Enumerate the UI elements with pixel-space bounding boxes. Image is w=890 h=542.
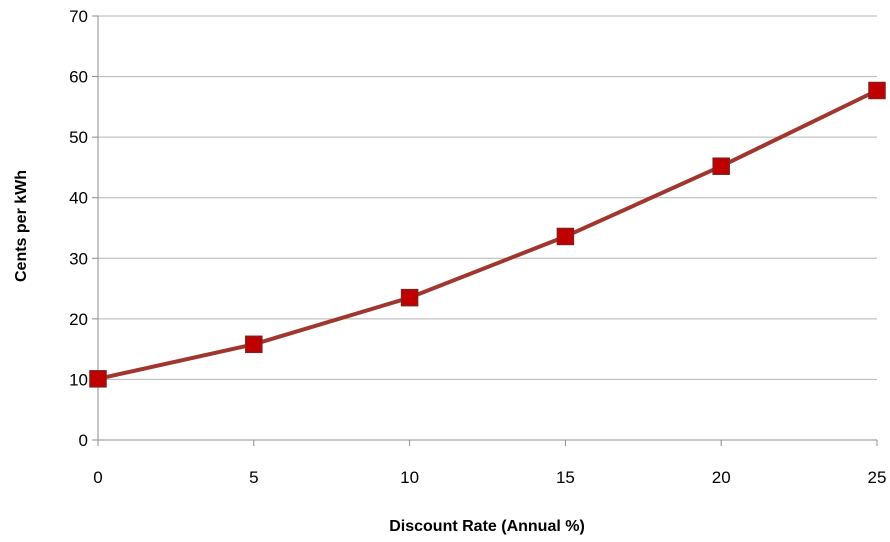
y-tick-label: 20 [69,310,88,329]
data-point-marker [712,157,730,175]
y-tick-label: 0 [79,431,88,450]
data-point-marker [556,227,575,246]
x-tick-label: 15 [556,468,575,487]
x-tick-label: 25 [868,468,887,487]
axes [92,15,878,446]
x-axis-title: Discount Rate (Annual %) [389,518,585,535]
series [96,88,879,381]
data-point-marker [89,370,107,388]
x-tick-label: 20 [712,468,731,487]
series-line [96,88,879,381]
y-axis-title: Cents per kWh [13,170,30,282]
x-tick-label: 10 [400,468,419,487]
tick-labels: 0 10 20 30 40 50 60 70 0 5 10 15 20 25 [69,7,886,487]
y-tick-label: 70 [69,7,88,26]
y-tick-label: 50 [69,128,88,147]
data-point-marker [245,335,263,354]
y-tick-label: 40 [69,189,88,208]
y-tick-label: 60 [69,68,88,87]
y-tick-label: 30 [69,249,88,268]
data-point-marker [400,288,419,307]
markers [89,81,886,388]
x-tick-label: 5 [249,468,258,487]
x-tick-label: 0 [93,468,102,487]
data-point-marker [868,81,886,100]
gridlines [98,15,877,380]
y-tick-label: 10 [69,370,88,389]
